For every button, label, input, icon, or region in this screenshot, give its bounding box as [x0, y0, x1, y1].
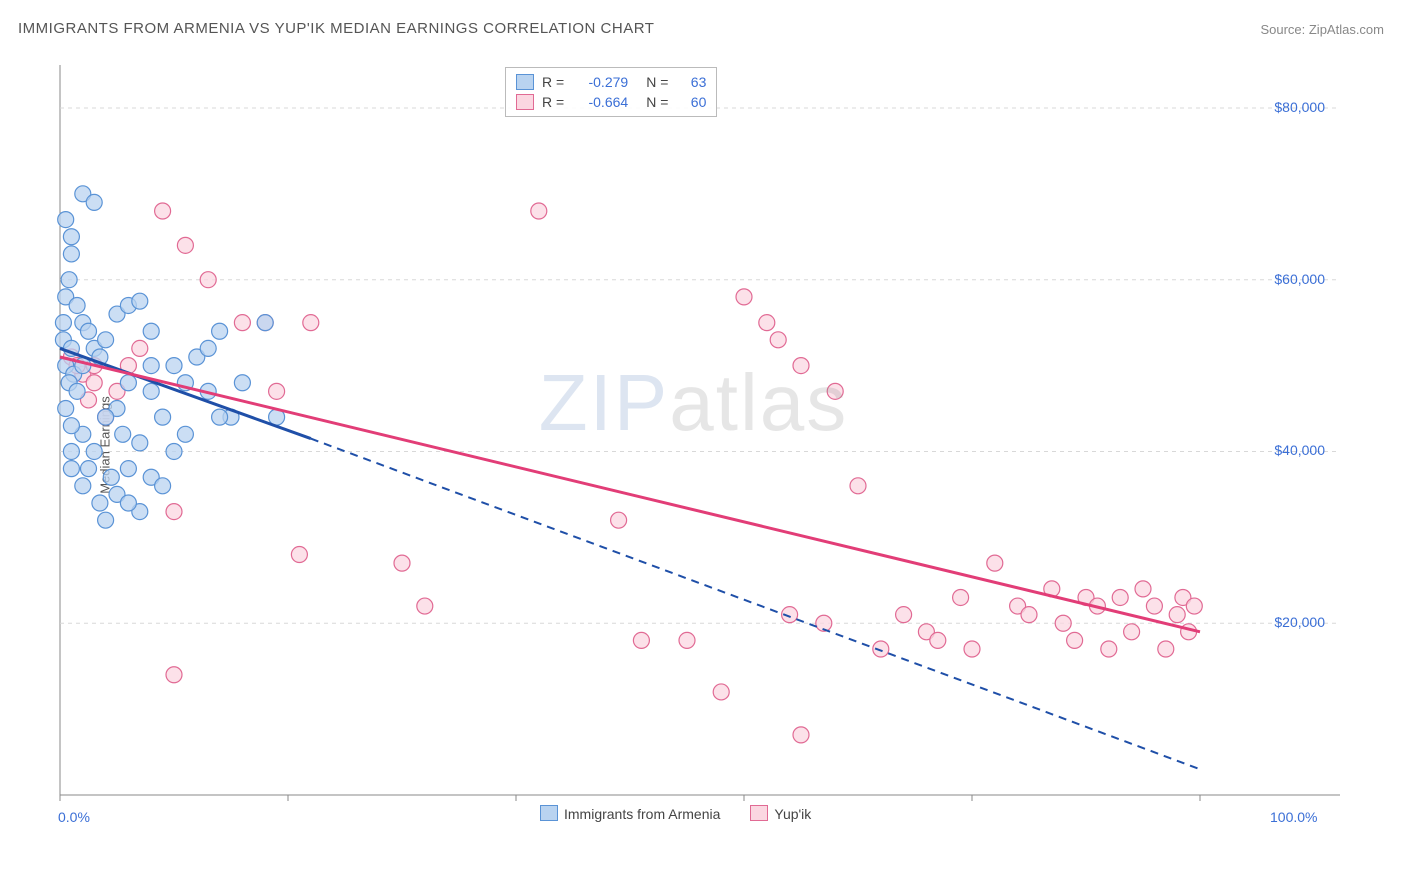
y-tick-label: $80,000: [1245, 99, 1325, 115]
legend-swatch: [516, 94, 534, 110]
legend-row: R = -0.279 N = 63: [516, 72, 706, 92]
scatter-chart: [50, 55, 1340, 835]
x-tick-label: 0.0%: [58, 809, 90, 825]
legend-swatch: [540, 805, 558, 821]
legend-n-value: 60: [676, 92, 706, 112]
source-prefix: Source:: [1260, 22, 1308, 37]
series-legend: Immigrants from Armenia Yup'ik: [540, 805, 811, 822]
legend-r-value: -0.279: [572, 72, 628, 92]
chart-title: IMMIGRANTS FROM ARMENIA VS YUP'IK MEDIAN…: [18, 20, 654, 37]
legend-r-label: R =: [542, 72, 564, 92]
source-link[interactable]: ZipAtlas.com: [1309, 22, 1384, 37]
series-name: Yup'ik: [774, 806, 811, 822]
legend-swatch: [516, 74, 534, 90]
legend-n-value: 63: [676, 72, 706, 92]
legend-row: R = -0.664 N = 60: [516, 92, 706, 112]
legend-swatch: [750, 805, 768, 821]
legend-r-value: -0.664: [572, 92, 628, 112]
series-name: Immigrants from Armenia: [564, 806, 720, 822]
legend-r-label: R =: [542, 92, 564, 112]
chart-area: Median Earnings ZIPatlas R =-0.279N =63R…: [50, 55, 1340, 835]
series-legend-item: Immigrants from Armenia: [540, 805, 720, 822]
series-legend-item: Yup'ik: [750, 805, 811, 822]
y-tick-label: $60,000: [1245, 271, 1325, 287]
y-tick-label: $40,000: [1245, 442, 1325, 458]
source-credit: Source: ZipAtlas.com: [1260, 22, 1384, 37]
x-tick-label: 100.0%: [1270, 809, 1317, 825]
legend-n-label: N =: [646, 72, 668, 92]
legend-n-label: N =: [646, 92, 668, 112]
y-tick-label: $20,000: [1245, 614, 1325, 630]
correlation-legend: R = -0.279 N = 63 R = -0.664 N = 60: [505, 67, 717, 117]
